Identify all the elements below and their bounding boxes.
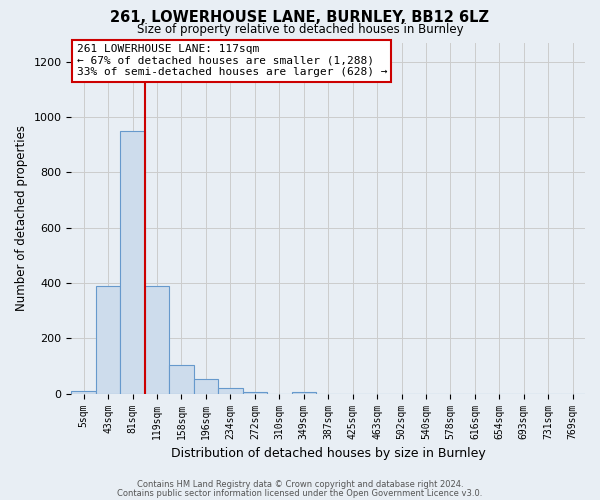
X-axis label: Distribution of detached houses by size in Burnley: Distribution of detached houses by size … bbox=[171, 447, 485, 460]
Bar bbox=[169, 364, 194, 394]
Bar bbox=[242, 392, 267, 394]
Bar bbox=[145, 286, 169, 394]
Y-axis label: Number of detached properties: Number of detached properties bbox=[15, 125, 28, 311]
Text: Size of property relative to detached houses in Burnley: Size of property relative to detached ho… bbox=[137, 22, 463, 36]
Text: 261, LOWERHOUSE LANE, BURNLEY, BB12 6LZ: 261, LOWERHOUSE LANE, BURNLEY, BB12 6LZ bbox=[110, 10, 490, 25]
Text: Contains HM Land Registry data © Crown copyright and database right 2024.: Contains HM Land Registry data © Crown c… bbox=[137, 480, 463, 489]
Text: Contains public sector information licensed under the Open Government Licence v3: Contains public sector information licen… bbox=[118, 488, 482, 498]
Bar bbox=[218, 388, 242, 394]
Text: 261 LOWERHOUSE LANE: 117sqm
← 67% of detached houses are smaller (1,288)
33% of : 261 LOWERHOUSE LANE: 117sqm ← 67% of det… bbox=[77, 44, 387, 78]
Bar bbox=[96, 286, 121, 394]
Bar bbox=[121, 131, 145, 394]
Bar bbox=[194, 380, 218, 394]
Bar bbox=[71, 391, 96, 394]
Bar bbox=[292, 392, 316, 394]
